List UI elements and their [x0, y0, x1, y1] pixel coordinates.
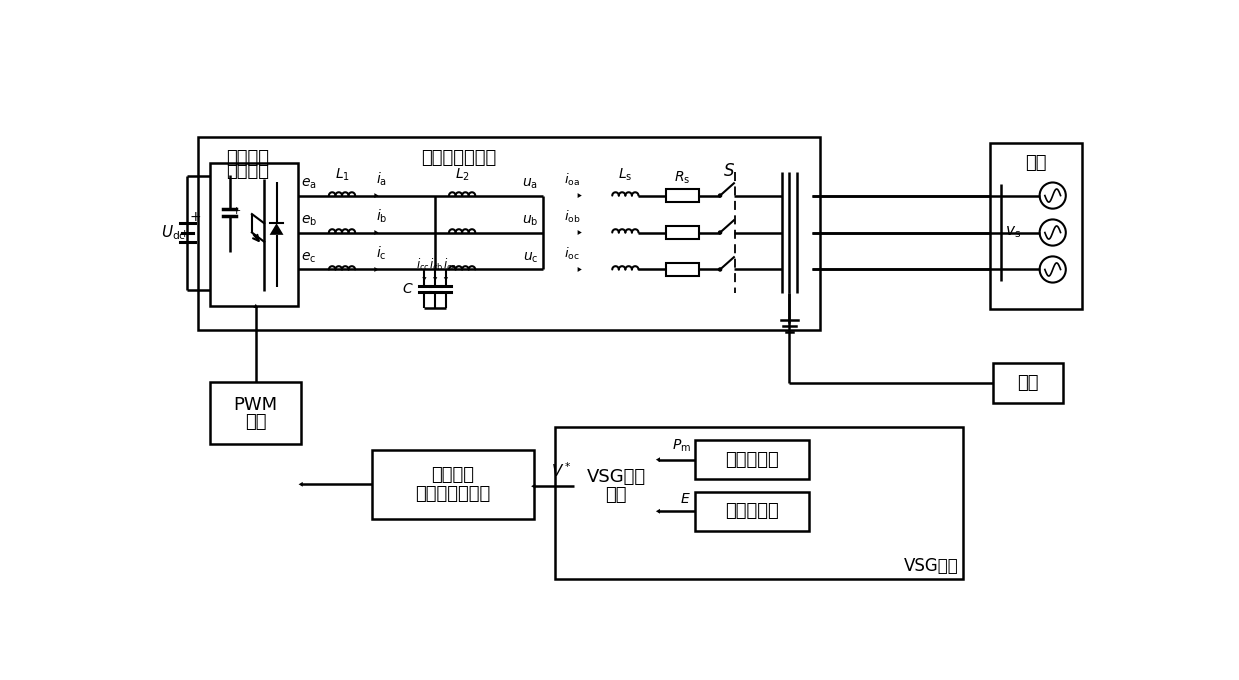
Text: $i_{\rm c}$: $i_{\rm c}$	[375, 244, 387, 262]
Polygon shape	[374, 267, 378, 272]
Text: 逆变电路: 逆变电路	[225, 163, 269, 180]
Bar	[211, 163, 299, 307]
Text: $v_{\rm s}$: $v_{\rm s}$	[1005, 224, 1021, 240]
Text: 有功调节器: 有功调节器	[726, 451, 779, 469]
Text: PWM: PWM	[234, 396, 278, 414]
Text: $u_{\rm a}$: $u_{\rm a}$	[523, 177, 539, 191]
Text: $i_{\rm b}$: $i_{\rm b}$	[375, 207, 388, 225]
Text: 三相桥式: 三相桥式	[225, 150, 269, 167]
Text: +: +	[180, 229, 188, 239]
Text: $u_{\rm c}$: $u_{\rm c}$	[523, 250, 539, 265]
Text: $S$: $S$	[724, 162, 735, 180]
Text: $i_{\rm ca}$: $i_{\rm ca}$	[444, 256, 457, 273]
Polygon shape	[432, 277, 437, 281]
Text: $i_{\rm oa}$: $i_{\rm oa}$	[564, 172, 580, 188]
Bar	[695, 492, 809, 530]
Bar	[198, 137, 820, 330]
Text: $R_{\rm s}$: $R_{\rm s}$	[674, 170, 690, 186]
Polygon shape	[299, 482, 302, 487]
Text: $L_2$: $L_2$	[455, 167, 470, 183]
Text: 电压电流: 电压电流	[431, 466, 475, 484]
Text: $e_{\rm c}$: $e_{\rm c}$	[301, 250, 316, 265]
Circle shape	[719, 268, 721, 271]
Polygon shape	[655, 457, 660, 462]
Text: $u_{\rm b}$: $u_{\rm b}$	[522, 214, 539, 228]
Text: $i_{\rm cc}$: $i_{\rm cc}$	[416, 256, 430, 273]
Bar	[372, 449, 534, 519]
Circle shape	[719, 194, 721, 197]
Bar	[667, 263, 699, 275]
Bar	[990, 143, 1082, 309]
Text: $i_{\rm cb}$: $i_{\rm cb}$	[429, 256, 444, 273]
Text: $C$: $C$	[401, 282, 414, 296]
Polygon shape	[577, 230, 582, 235]
Polygon shape	[444, 277, 449, 281]
Bar	[555, 426, 963, 579]
Polygon shape	[577, 193, 582, 198]
Bar	[667, 226, 699, 239]
Text: $e_{\rm b}$: $e_{\rm b}$	[301, 214, 317, 228]
Text: 模块: 模块	[606, 486, 627, 505]
Text: $U_{\rm dc}$: $U_{\rm dc}$	[161, 223, 186, 242]
Polygon shape	[655, 509, 660, 513]
Text: 驱动: 驱动	[245, 413, 266, 431]
Text: +: +	[190, 210, 201, 224]
Polygon shape	[374, 193, 378, 198]
Bar	[667, 190, 699, 202]
Text: $e_{\rm a}$: $e_{\rm a}$	[301, 177, 317, 191]
Text: +: +	[232, 206, 242, 216]
Text: 虚拟同步发电机: 虚拟同步发电机	[421, 150, 496, 167]
Polygon shape	[253, 304, 258, 308]
Text: $V^*$: $V^*$	[551, 461, 571, 480]
Bar	[211, 382, 301, 443]
Bar	[695, 441, 809, 479]
Polygon shape	[532, 483, 535, 489]
Bar	[574, 442, 658, 530]
Text: VSG算法: VSG算法	[586, 468, 646, 486]
Bar	[994, 362, 1063, 403]
Text: 负荷: 负荷	[1017, 374, 1038, 392]
Text: $i_{\rm ob}$: $i_{\rm ob}$	[564, 209, 581, 225]
Text: $L_1$: $L_1$	[335, 167, 349, 183]
Text: 双闭环控制模块: 双闭环控制模块	[415, 485, 491, 503]
Text: VSG控制: VSG控制	[904, 557, 959, 575]
Circle shape	[719, 231, 721, 234]
Polygon shape	[374, 230, 378, 235]
Text: 励磁调节器: 励磁调节器	[726, 503, 779, 520]
Text: 电网: 电网	[1025, 154, 1047, 172]
Text: $E$: $E$	[680, 492, 691, 506]
Text: $i_{\rm oc}$: $i_{\rm oc}$	[564, 245, 580, 262]
Text: $P_{\rm m}$: $P_{\rm m}$	[672, 438, 691, 454]
Text: $L_{\rm s}$: $L_{\rm s}$	[618, 167, 633, 183]
Polygon shape	[577, 267, 582, 272]
Text: $i_{\rm a}$: $i_{\rm a}$	[375, 171, 387, 188]
Polygon shape	[270, 223, 284, 235]
Polygon shape	[422, 277, 426, 281]
